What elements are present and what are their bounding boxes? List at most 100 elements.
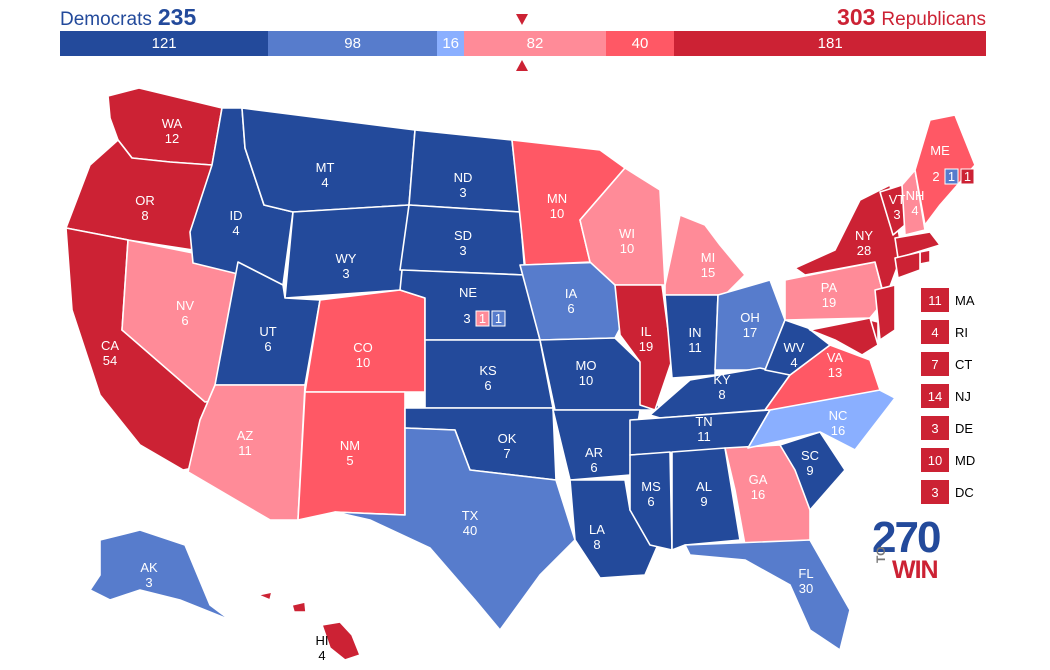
state-label-ms: MS [641, 479, 661, 494]
bar-segment-lean-rep[interactable]: 82 [464, 31, 606, 56]
logo-270-text: 270 [872, 513, 941, 562]
state-ma[interactable] [894, 231, 941, 259]
state-ri[interactable] [919, 249, 931, 265]
state-label-co: CO [353, 340, 373, 355]
state-ev-ia: 6 [567, 301, 574, 316]
state-label-tn: TN [695, 414, 712, 429]
me-district-box[interactable] [944, 168, 959, 185]
state-label-ca: CA [101, 338, 119, 353]
state-label-ut: UT [259, 324, 276, 339]
state-ev-mi: 15 [701, 265, 715, 280]
state-hi[interactable] [257, 591, 361, 661]
small-state-box-de[interactable] [921, 416, 949, 440]
bar-segment-safe-rep[interactable]: 181 [674, 31, 986, 56]
state-il[interactable] [614, 284, 673, 411]
electoral-vote-bar: 121 98 16 82 40 181 [60, 31, 986, 56]
state-az[interactable] [187, 384, 306, 521]
ne-district-box[interactable] [491, 310, 506, 327]
state-la[interactable] [569, 479, 661, 579]
state-nh[interactable] [901, 169, 926, 236]
state-label-mt: MT [316, 160, 335, 175]
republicans-header: 303 Republicans [831, 4, 986, 31]
state-md[interactable] [809, 317, 879, 356]
state-al[interactable] [671, 447, 741, 551]
me-district-box[interactable] [960, 168, 975, 185]
state-label-mo: MO [576, 358, 597, 373]
state-label-wv: WV [784, 340, 805, 355]
state-label-fl: FL [798, 566, 813, 581]
state-label-in: IN [689, 325, 702, 340]
state-label-ga: GA [749, 472, 768, 487]
state-wv[interactable] [764, 319, 831, 376]
small-state-box-ma[interactable] [921, 288, 949, 312]
state-ct[interactable] [894, 251, 921, 279]
state-ev-mt: 4 [321, 175, 328, 190]
state-label-il: IL [641, 324, 652, 339]
logo-win-text: WIN [892, 556, 939, 584]
state-label-id: ID [230, 208, 243, 223]
state-label-vt: VT [889, 192, 906, 207]
me-district-ev: 1 [948, 169, 955, 184]
small-state-ev-de: 3 [931, 421, 938, 436]
state-ev-in: 11 [688, 340, 702, 355]
state-ev-tx: 40 [463, 523, 477, 538]
bar-segment-safe-dem[interactable]: 121 [60, 31, 269, 56]
state-tx[interactable] [334, 427, 576, 631]
state-ev-ms: 6 [647, 494, 654, 509]
small-state-box-dc[interactable] [921, 480, 949, 504]
state-label-sc: SC [801, 448, 819, 463]
state-ev-sd: 3 [459, 243, 466, 258]
state-label-ia: IA [565, 286, 578, 301]
state-ev-nh: 4 [911, 203, 918, 218]
state-label-nh: NH [906, 188, 925, 203]
state-ev-nv: 6 [181, 313, 188, 328]
state-fl[interactable] [684, 539, 851, 651]
state-label-ar: AR [585, 445, 603, 460]
state-ev-wi: 10 [620, 241, 634, 256]
state-ev-mo: 10 [579, 373, 593, 388]
small-state-box-ri[interactable] [921, 320, 949, 344]
state-ev-ny: 28 [857, 243, 871, 258]
state-ev-ut: 6 [264, 339, 271, 354]
ne-district-ev: 1 [479, 311, 486, 326]
bar-segment-likely-rep[interactable]: 40 [605, 31, 675, 56]
bar-segment-likely-dem[interactable]: 98 [268, 31, 437, 56]
state-ev-ok: 7 [503, 446, 510, 461]
state-label-nd: ND [454, 170, 473, 185]
state-label-ok: OK [498, 431, 517, 446]
bar-segment-lean-dem[interactable]: 16 [436, 31, 465, 56]
small-state-label-ct: CT [955, 357, 972, 372]
state-ev-ca: 54 [103, 353, 117, 368]
state-ev-nc: 16 [831, 423, 845, 438]
state-ev-ak: 3 [145, 575, 152, 590]
state-label-wy: WY [336, 251, 357, 266]
republicans-total: 303 [837, 4, 876, 30]
state-ev-nm: 5 [346, 453, 353, 468]
state-ev-ar: 6 [590, 460, 597, 475]
state-ev-nd: 3 [459, 185, 466, 200]
state-label-az: AZ [237, 428, 254, 443]
state-label-ky: KY [713, 372, 731, 387]
state-label-sd: SD [454, 228, 472, 243]
small-state-ev-ma: 11 [928, 293, 942, 308]
small-state-box-nj[interactable] [921, 384, 949, 408]
state-ev-or: 8 [141, 208, 148, 223]
state-ev-oh: 17 [743, 325, 757, 340]
state-ev-hi: 4 [318, 648, 325, 663]
small-state-ev-ct: 7 [931, 357, 938, 372]
republicans-label: Republicans [881, 9, 986, 30]
state-label-me: ME [930, 143, 950, 158]
state-ak[interactable] [89, 529, 231, 621]
ne-district-box[interactable] [475, 310, 490, 327]
small-state-box-md[interactable] [921, 448, 949, 472]
state-ms[interactable] [629, 451, 673, 551]
small-state-ev-md: 10 [928, 453, 942, 468]
state-ev-ga: 16 [751, 487, 765, 502]
small-state-label-nj: NJ [955, 389, 971, 404]
state-label-oh: OH [740, 310, 760, 325]
state-ev-vt: 3 [893, 207, 900, 222]
me-district-ev: 1 [964, 169, 971, 184]
small-state-box-ct[interactable] [921, 352, 949, 376]
state-label-la: LA [589, 522, 605, 537]
